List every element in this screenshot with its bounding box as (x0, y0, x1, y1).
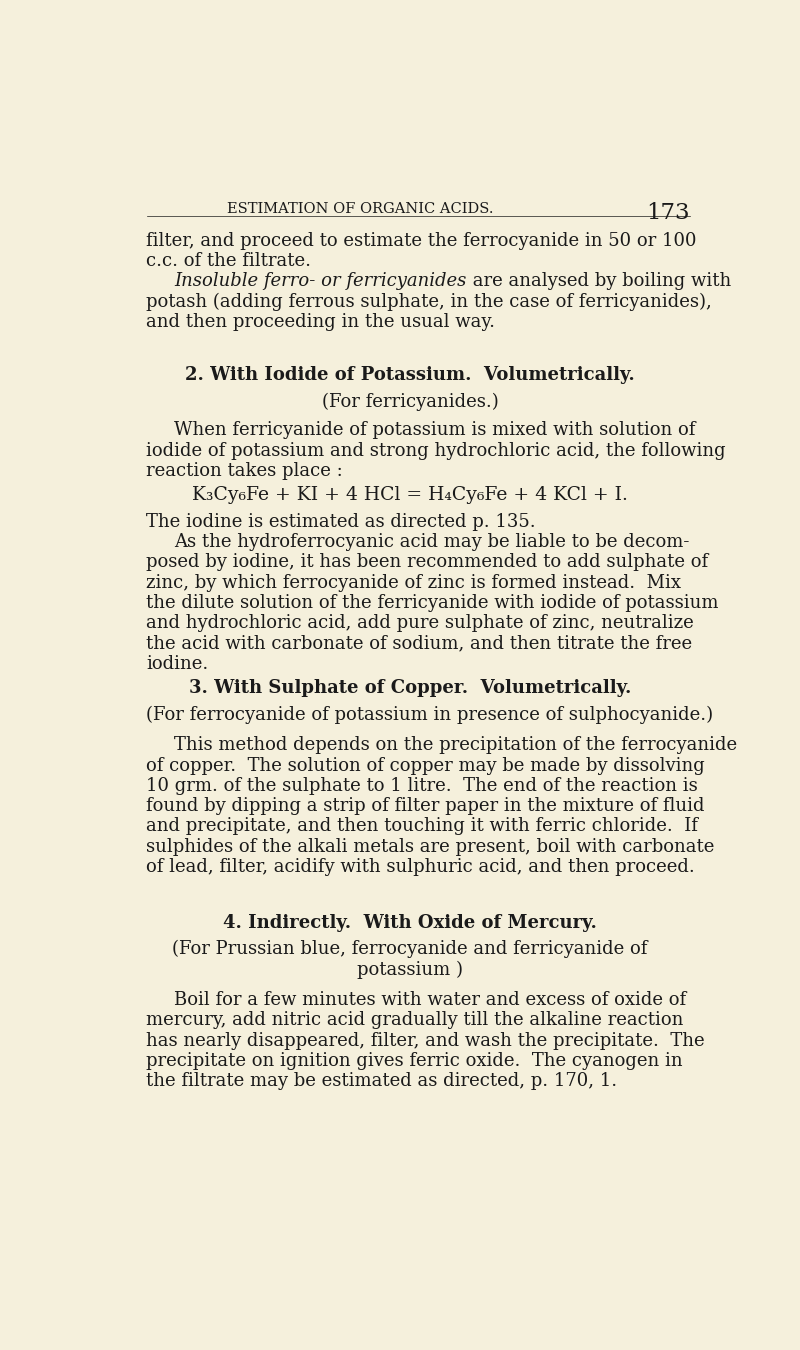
Text: mercury, add nitric acid gradually till the alkaline reaction: mercury, add nitric acid gradually till … (146, 1011, 684, 1029)
Text: iodine.: iodine. (146, 655, 209, 672)
Text: 2. With Iodide of Potassium.  Volumetrically.: 2. With Iodide of Potassium. Volumetrica… (185, 366, 635, 385)
Text: the dilute solution of the ferricyanide with iodide of potassium: the dilute solution of the ferricyanide … (146, 594, 719, 612)
Text: (For ferrocyanide of potassium in presence of sulphocyanide.): (For ferrocyanide of potassium in presen… (146, 706, 714, 724)
Text: are analysed by boiling with: are analysed by boiling with (466, 273, 731, 290)
Text: has nearly disappeared, filter, and wash the precipitate.  The: has nearly disappeared, filter, and wash… (146, 1031, 705, 1049)
Text: c.c. of the filtrate.: c.c. of the filtrate. (146, 252, 311, 270)
Text: found by dipping a strip of filter paper in the mixture of fluid: found by dipping a strip of filter paper… (146, 796, 705, 815)
Text: of copper.  The solution of copper may be made by dissolving: of copper. The solution of copper may be… (146, 756, 706, 775)
Text: iodide of potassium and strong hydrochloric acid, the following: iodide of potassium and strong hydrochlo… (146, 441, 726, 459)
Text: The iodine is estimated as directed p. 135.: The iodine is estimated as directed p. 1… (146, 513, 536, 531)
Text: reaction takes place :: reaction takes place : (146, 462, 343, 479)
Text: 10 grm. of the sulphate to 1 litre.  The end of the reaction is: 10 grm. of the sulphate to 1 litre. The … (146, 776, 698, 795)
Text: of lead, filter, acidify with sulphuric acid, and then proceed.: of lead, filter, acidify with sulphuric … (146, 859, 695, 876)
Text: 3. With Sulphate of Copper.  Volumetrically.: 3. With Sulphate of Copper. Volumetrical… (189, 679, 631, 697)
Text: 173: 173 (646, 201, 690, 224)
Text: When ferricyanide of potassium is mixed with solution of: When ferricyanide of potassium is mixed … (174, 421, 696, 439)
Text: (For Prussian blue, ferrocyanide and ferricyanide of: (For Prussian blue, ferrocyanide and fer… (172, 940, 648, 958)
Text: K₃Cy₆Fe + KI + 4 HCl = H₄Cy₆Fe + 4 KCl + I.: K₃Cy₆Fe + KI + 4 HCl = H₄Cy₆Fe + 4 KCl +… (192, 486, 628, 505)
Text: the filtrate may be estimated as directed, p. 170, 1.: the filtrate may be estimated as directe… (146, 1072, 618, 1089)
Text: and then proceeding in the usual way.: and then proceeding in the usual way. (146, 313, 495, 331)
Text: ESTIMATION OF ORGANIC ACIDS.: ESTIMATION OF ORGANIC ACIDS. (227, 201, 494, 216)
Text: Insoluble ferro- or ferricyanides: Insoluble ferro- or ferricyanides (174, 273, 466, 290)
Text: filter, and proceed to estimate the ferrocyanide in 50 or 100: filter, and proceed to estimate the ferr… (146, 232, 697, 250)
Text: posed by iodine, it has been recommended to add sulphate of: posed by iodine, it has been recommended… (146, 554, 709, 571)
Text: 4. Indirectly.  With Oxide of Mercury.: 4. Indirectly. With Oxide of Mercury. (223, 914, 597, 931)
Text: precipitate on ignition gives ferric oxide.  The cyanogen in: precipitate on ignition gives ferric oxi… (146, 1052, 683, 1069)
Text: potassium ): potassium ) (357, 960, 463, 979)
Text: zinc, by which ferrocyanide of zinc is formed instead.  Mix: zinc, by which ferrocyanide of zinc is f… (146, 574, 682, 591)
Text: and hydrochloric acid, add pure sulphate of zinc, neutralize: and hydrochloric acid, add pure sulphate… (146, 614, 694, 632)
Text: As the hydroferrocyanic acid may be liable to be decom-: As the hydroferrocyanic acid may be liab… (174, 533, 690, 551)
Text: sulphides of the alkali metals are present, boil with carbonate: sulphides of the alkali metals are prese… (146, 837, 715, 856)
Text: This method depends on the precipitation of the ferrocyanide: This method depends on the precipitation… (174, 736, 738, 755)
Text: Boil for a few minutes with water and excess of oxide of: Boil for a few minutes with water and ex… (174, 991, 686, 1008)
Text: and precipitate, and then touching it with ferric chloride.  If: and precipitate, and then touching it wi… (146, 817, 698, 836)
Text: (For ferricyanides.): (For ferricyanides.) (322, 393, 498, 410)
Text: the acid with carbonate of sodium, and then titrate the free: the acid with carbonate of sodium, and t… (146, 634, 693, 652)
Text: potash (adding ferrous sulphate, in the case of ferricyanides),: potash (adding ferrous sulphate, in the … (146, 293, 712, 310)
